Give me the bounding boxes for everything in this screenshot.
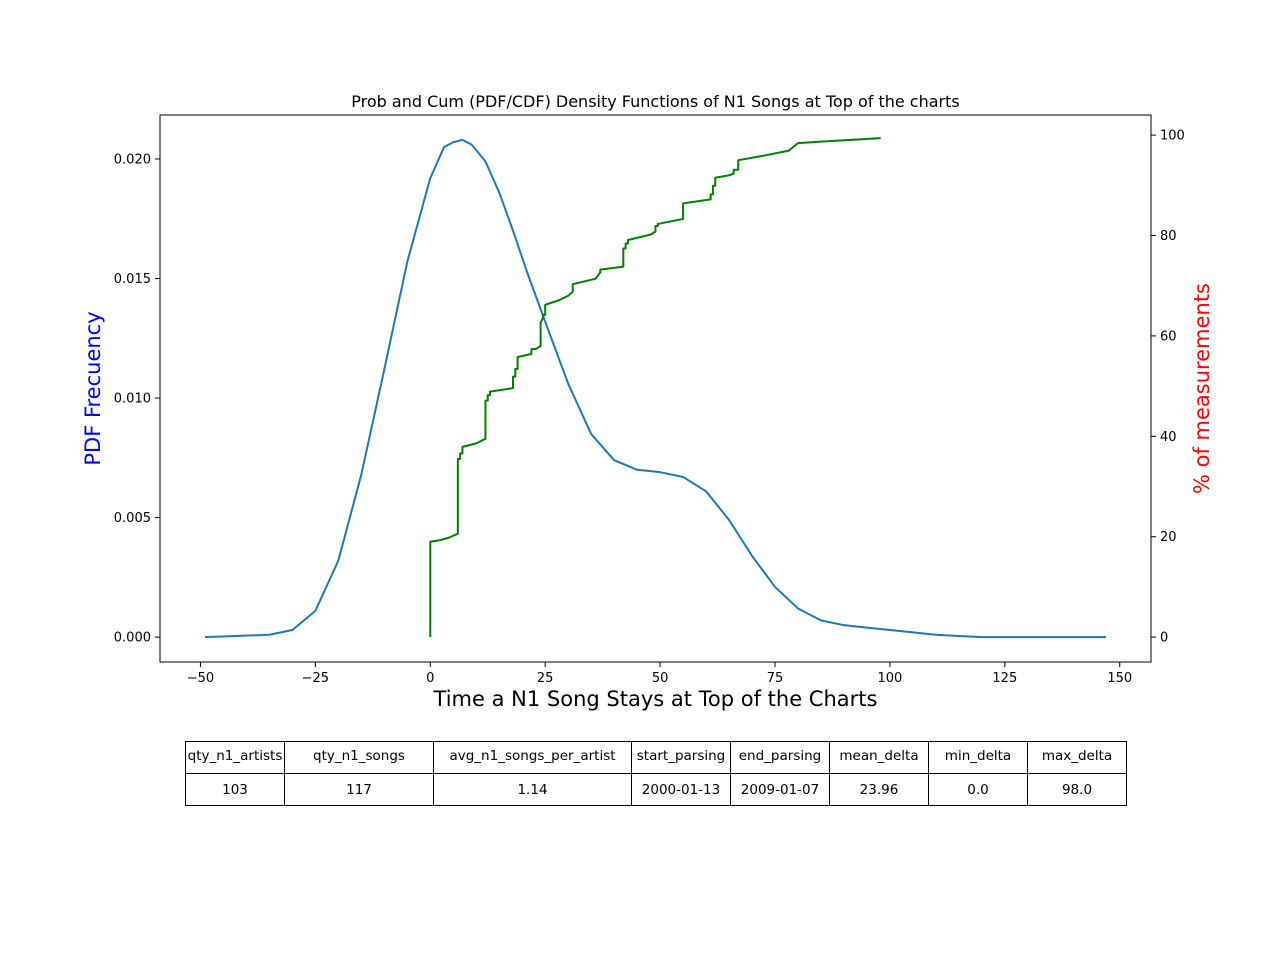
table-cell: 23.96 — [829, 773, 929, 806]
y-tick-label: 0.015 — [114, 272, 151, 287]
x-tick-label: −50 — [187, 671, 214, 686]
cdf-line — [429, 137, 881, 638]
table-header-cell: qty_n1_artists — [185, 741, 285, 774]
y-tick-label: 0.010 — [114, 392, 151, 407]
table-cell: 98.0 — [1027, 773, 1127, 806]
y2-tick-label: 0 — [1160, 631, 1168, 646]
y2-tick-label: 100 — [1160, 129, 1185, 144]
y-tick-label: 0.000 — [114, 631, 151, 646]
table-cell: 2009-01-07 — [730, 773, 830, 806]
y-axis-label: PDF Frecuency — [81, 311, 105, 465]
y2-tick-label: 80 — [1160, 229, 1177, 244]
y2-axis-ticks: 0 20 40 60 80 100 — [1151, 129, 1185, 646]
table-header-cell: min_delta — [928, 741, 1028, 774]
x-tick-label: 100 — [878, 671, 903, 686]
table-header-cell: mean_delta — [829, 741, 929, 774]
table-cell: 103 — [185, 773, 285, 806]
table-cell: 0.0 — [928, 773, 1028, 806]
x-tick-label: 150 — [1107, 671, 1132, 686]
x-axis-ticks: −50 −25 0 25 50 75 100 125 150 — [187, 662, 1132, 686]
plot-lines — [205, 137, 1106, 639]
stats-table: qty_n1_artists qty_n1_songs avg_n1_songs… — [185, 741, 1127, 806]
table-cell: 2000-01-13 — [631, 773, 731, 806]
x-axis-label: Time a N1 Song Stays at Top of the Chart… — [433, 687, 878, 711]
x-tick-label: 0 — [426, 671, 434, 686]
table-cell: 117 — [284, 773, 434, 806]
x-tick-label: 125 — [992, 671, 1017, 686]
y2-tick-label: 40 — [1160, 430, 1177, 445]
y-tick-label: 0.020 — [114, 152, 151, 167]
x-tick-label: 75 — [767, 671, 784, 686]
table-header-cell: end_parsing — [730, 741, 830, 774]
pdf-line — [205, 138, 1106, 639]
y-tick-label: 0.005 — [114, 511, 151, 526]
table-header-cell: qty_n1_songs — [284, 741, 434, 774]
x-tick-label: 50 — [652, 671, 669, 686]
table-row: 103 117 1.14 2000-01-13 2009-01-07 23.96… — [185, 773, 1127, 806]
y2-tick-label: 20 — [1160, 530, 1177, 545]
x-tick-label: −25 — [302, 671, 329, 686]
table-header-cell: max_delta — [1027, 741, 1127, 774]
y-axis-ticks: 0.000 0.005 0.010 0.015 0.020 — [114, 152, 160, 646]
x-tick-label: 25 — [537, 671, 554, 686]
y2-axis-label: % of measurements — [1190, 283, 1214, 494]
table-header-row: qty_n1_artists qty_n1_songs avg_n1_songs… — [185, 741, 1127, 774]
y2-tick-label: 60 — [1160, 329, 1177, 344]
table-header-cell: start_parsing — [631, 741, 731, 774]
table-cell: 1.14 — [433, 773, 632, 806]
plot-frame — [159, 114, 1152, 663]
table-header-cell: avg_n1_songs_per_artist — [433, 741, 632, 774]
chart-title: Prob and Cum (PDF/CDF) Density Functions… — [351, 92, 959, 111]
